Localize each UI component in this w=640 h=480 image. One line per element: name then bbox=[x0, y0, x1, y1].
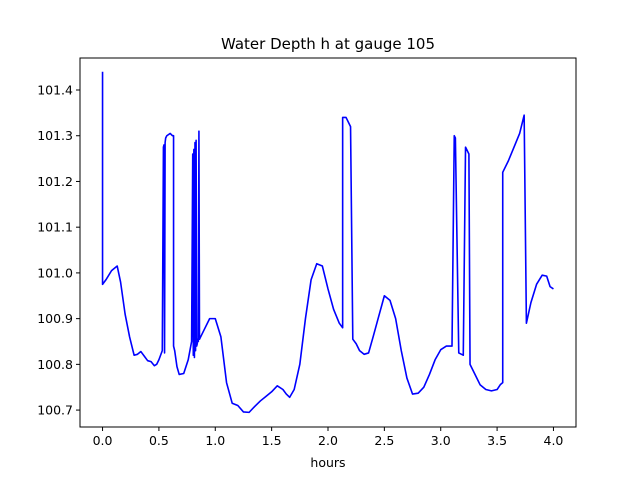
series-line-water-depth bbox=[101, 71, 554, 414]
x-tick-label: 1.0 bbox=[205, 433, 225, 448]
y-tick-label: 101.3 bbox=[37, 128, 73, 143]
y-tick-label: 101.4 bbox=[37, 83, 73, 98]
x-tick-label: 1.5 bbox=[262, 433, 282, 448]
x-tick-label: 3.0 bbox=[431, 433, 451, 448]
y-tick-label: 101.1 bbox=[37, 220, 73, 235]
y-tick-label: 100.7 bbox=[37, 403, 73, 418]
x-axis-label: hours bbox=[310, 455, 345, 470]
x-axis-ticks: 0.0 0.5 1.0 1.5 2.0 2.5 3.0 3.5 4.0 bbox=[93, 427, 564, 448]
plot-frame bbox=[79, 57, 577, 428]
x-tick-label: 2.0 bbox=[318, 433, 338, 448]
y-tick-label: 101.0 bbox=[37, 265, 73, 280]
x-tick-label: 2.5 bbox=[374, 433, 394, 448]
y-tick-label: 101.2 bbox=[37, 174, 73, 189]
x-tick-label: 0.5 bbox=[149, 433, 169, 448]
x-tick-label: 0.0 bbox=[93, 433, 113, 448]
x-tick-label: 4.0 bbox=[544, 433, 564, 448]
x-tick-label: 3.5 bbox=[487, 433, 507, 448]
chart-title: Water Depth h at gauge 105 bbox=[221, 35, 435, 53]
y-tick-label: 100.8 bbox=[37, 357, 73, 372]
y-tick-label: 100.9 bbox=[37, 311, 73, 326]
y-axis-ticks: 100.7 100.8 100.9 101.0 101.1 101.2 101.3 101.4 bbox=[37, 83, 80, 418]
